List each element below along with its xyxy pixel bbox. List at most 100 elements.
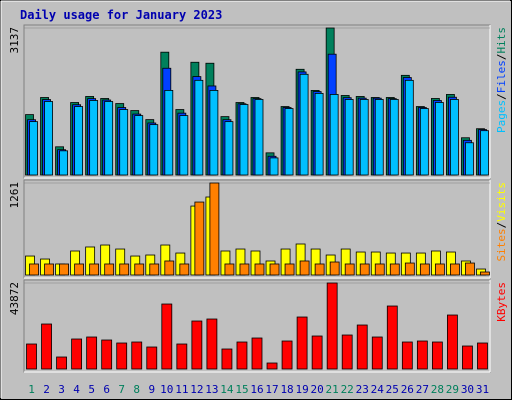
- x-tick-label: 20: [311, 383, 324, 396]
- bar: [29, 263, 39, 276]
- bar: [419, 263, 430, 276]
- x-tick-label: 25: [386, 383, 399, 396]
- bar: [374, 263, 385, 276]
- bar: [254, 263, 265, 276]
- bar: [56, 356, 67, 370]
- x-tick-label: 2: [43, 383, 50, 396]
- bar: [359, 99, 369, 176]
- x-tick-label: 16: [250, 383, 263, 396]
- bar: [59, 150, 68, 176]
- x-tick-label: 30: [461, 383, 474, 396]
- bar: [389, 263, 400, 276]
- bar: [462, 345, 473, 370]
- bar: [74, 106, 84, 176]
- x-tick-label: 1: [28, 383, 35, 396]
- bar: [239, 263, 250, 276]
- x-tick-label: 24: [371, 383, 385, 396]
- x-tick-label: 17: [265, 383, 278, 396]
- legend-entry: Hits: [495, 27, 508, 54]
- bar: [71, 338, 83, 370]
- x-tick-label: 26: [401, 383, 414, 396]
- x-tick-label: 21: [326, 383, 339, 396]
- legend-entry: Sites: [495, 228, 508, 261]
- bar: [269, 157, 279, 176]
- bar: [281, 340, 293, 370]
- bar: [284, 108, 294, 176]
- bar: [359, 263, 370, 276]
- legend-separator: /: [495, 93, 508, 100]
- bar: [371, 336, 383, 370]
- bar: [224, 121, 234, 176]
- y-tick-label: 43872: [8, 282, 21, 315]
- bar: [101, 339, 113, 370]
- bar: [89, 263, 100, 276]
- bar: [146, 346, 158, 370]
- bar: [104, 101, 114, 176]
- y-tick-label: 3137: [8, 27, 21, 54]
- bar: [224, 263, 235, 276]
- x-tick-label: 31: [476, 383, 489, 396]
- bar: [341, 334, 353, 370]
- bar: [134, 115, 144, 176]
- x-tick-label: 9: [148, 383, 155, 396]
- bar: [465, 142, 474, 176]
- x-tick-label: 11: [175, 383, 188, 396]
- bar: [389, 99, 399, 176]
- bar: [176, 343, 188, 370]
- x-tick-label: 27: [416, 383, 429, 396]
- x-tick-label: 23: [356, 383, 369, 396]
- x-tick-label: 29: [446, 383, 459, 396]
- bar: [164, 90, 174, 176]
- x-tick-label: 5: [88, 383, 95, 396]
- bar: [299, 260, 310, 276]
- bar: [164, 260, 175, 276]
- bar: [41, 323, 52, 370]
- bar: [480, 130, 489, 176]
- bar: [419, 108, 429, 176]
- bar: [191, 320, 203, 370]
- x-tick-label: 7: [118, 383, 125, 396]
- bar: [86, 336, 98, 370]
- bar: [266, 362, 278, 370]
- bar: [329, 94, 339, 176]
- x-tick-label: 13: [205, 383, 218, 396]
- bar: [296, 316, 308, 370]
- bar: [299, 73, 309, 176]
- bar: [161, 303, 173, 370]
- bar: [29, 121, 38, 176]
- legend-entry: KBytes: [495, 282, 508, 322]
- bar: [179, 263, 190, 276]
- x-tick-label: 15: [235, 383, 248, 396]
- bar: [194, 201, 205, 276]
- y-tick-label: 1261: [8, 182, 21, 209]
- bar: [477, 342, 488, 370]
- bar: [344, 263, 355, 276]
- bar: [149, 263, 160, 276]
- legend: KBytes: [495, 282, 508, 322]
- bar: [326, 282, 338, 370]
- bar: [131, 341, 143, 370]
- bar: [149, 124, 159, 176]
- legend: Pages/Files/Hits: [495, 27, 508, 133]
- bar: [44, 263, 54, 276]
- bar: [447, 314, 458, 370]
- bar: [119, 263, 130, 276]
- bar: [404, 79, 414, 176]
- x-tick-label: 19: [295, 383, 308, 396]
- bar: [236, 341, 248, 370]
- bar: [209, 90, 219, 176]
- bar: [374, 99, 384, 176]
- x-tick-label: 3: [58, 383, 65, 396]
- bar: [401, 341, 413, 370]
- x-tick-label: 12: [190, 383, 203, 396]
- bar: [119, 109, 129, 176]
- bar: [450, 99, 459, 176]
- bar: [194, 79, 204, 176]
- bar: [314, 263, 325, 276]
- bar: [434, 263, 445, 276]
- bar: [416, 340, 428, 370]
- legend-entry: Files: [495, 60, 508, 93]
- bar: [44, 101, 53, 176]
- bar: [465, 262, 475, 276]
